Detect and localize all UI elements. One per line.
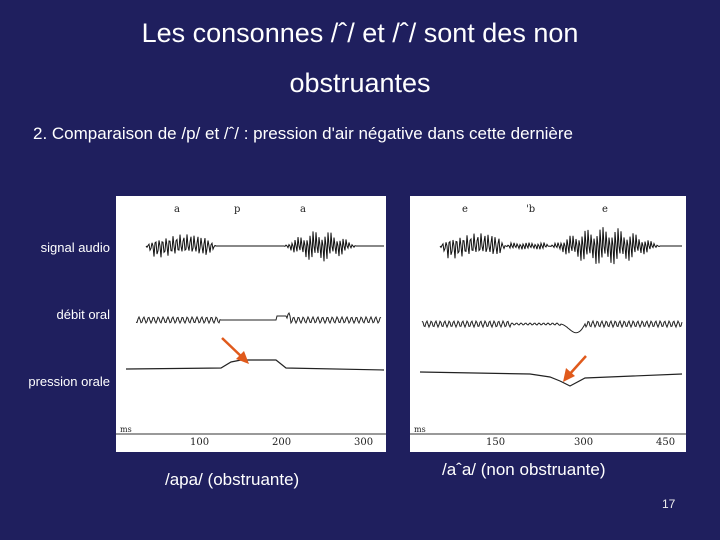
oral-pressure-trace: [125, 359, 385, 371]
audio-waveform: [145, 231, 384, 262]
page-number: 17: [662, 497, 676, 511]
segment-label: a: [300, 204, 306, 215]
segment-label: a: [174, 204, 180, 215]
arrow-icon: [221, 337, 249, 364]
figure-implosive-svg: e 'b e ms 150 300 450: [410, 204, 686, 448]
axis-tick: 150: [486, 437, 505, 448]
segment-label: 'b: [526, 204, 535, 215]
caption-apa: /apa/ (obstruante): [165, 470, 300, 489]
oral-pressure-trace: [419, 371, 683, 387]
axis-unit: ms: [414, 425, 426, 434]
label-pression-orale: pression orale: [28, 374, 110, 389]
oral-flow-trace: [135, 312, 382, 325]
axis-tick: 450: [656, 437, 675, 448]
slide-title-line-1: Les consonnes /ˆ/ et /ˆ/ sont des non: [141, 18, 579, 48]
arrow-icon: [563, 355, 587, 382]
slide-title-line-2: obstruantes: [289, 68, 431, 98]
oral-flow-trace: [421, 319, 683, 334]
segment-label: e: [602, 204, 608, 215]
audio-waveform: [439, 227, 682, 265]
figure-implosive: e 'b e ms 150 300 450: [410, 196, 686, 452]
segment-label: e: [462, 204, 468, 215]
segment-label: p: [234, 204, 240, 215]
figure-apa: a p a ms 100 200 300: [116, 196, 386, 452]
axis-unit: ms: [120, 425, 132, 434]
label-signal-audio: signal audio: [40, 240, 110, 255]
slide-subtitle: 2. Comparaison de /p/ et /ˆ/ : pression …: [33, 124, 573, 143]
figure-apa-svg: a p a ms 100 200 300: [116, 204, 386, 448]
label-debit-oral: débit oral: [56, 307, 110, 322]
axis-tick: 100: [190, 437, 209, 448]
axis-tick: 200: [272, 437, 291, 448]
axis-tick: 300: [574, 437, 593, 448]
caption-implosive: /aˆa/ (non obstruante): [442, 460, 606, 479]
axis-tick: 300: [354, 437, 373, 448]
